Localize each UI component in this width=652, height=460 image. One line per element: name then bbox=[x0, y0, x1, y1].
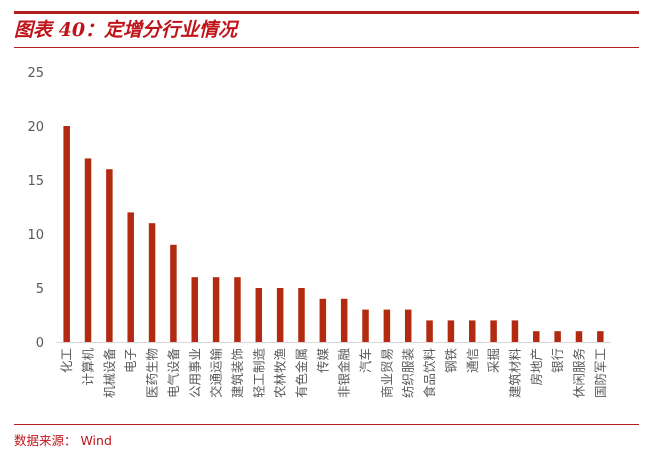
bar bbox=[234, 277, 241, 342]
bar bbox=[319, 298, 327, 342]
x-tick-label: 农林牧渔 bbox=[273, 348, 288, 398]
x-tick-label: 采掘 bbox=[486, 348, 501, 373]
x-tick-label: 汽车 bbox=[358, 348, 373, 373]
bar bbox=[255, 288, 263, 342]
bar bbox=[84, 158, 92, 342]
bar bbox=[340, 298, 348, 342]
x-tick-label: 交通运输 bbox=[209, 348, 224, 399]
chart-title: 图表 40：定增分行业情况 bbox=[14, 19, 238, 41]
x-tick-label: 非银金融 bbox=[337, 348, 352, 399]
x-tick-label: 电子 bbox=[123, 348, 138, 373]
x-tick-label: 化工 bbox=[59, 348, 74, 373]
x-tick-label: 建筑装饰 bbox=[230, 348, 245, 398]
x-tick-label: 银行 bbox=[550, 348, 565, 373]
x-tick-label: 食品饮料 bbox=[422, 348, 437, 399]
bar bbox=[426, 320, 433, 342]
x-tick-label: 建筑材料 bbox=[507, 348, 522, 399]
source-rule bbox=[14, 424, 639, 425]
bar bbox=[106, 169, 113, 342]
bar bbox=[170, 244, 177, 342]
bar bbox=[298, 288, 305, 342]
bar bbox=[127, 212, 134, 342]
x-tick-label: 计算机 bbox=[81, 348, 96, 386]
bar bbox=[362, 309, 369, 342]
x-tick-label: 传媒 bbox=[315, 348, 330, 374]
y-tick-label: 25 bbox=[27, 66, 44, 81]
x-tick-label: 房地产 bbox=[529, 348, 544, 386]
x-tick-label: 休闲服务 bbox=[571, 348, 586, 398]
y-tick-label: 10 bbox=[27, 228, 44, 243]
x-tick-label: 通信 bbox=[465, 348, 480, 373]
x-tick-label: 医药生物 bbox=[145, 348, 160, 398]
bar bbox=[276, 288, 284, 342]
bar bbox=[554, 331, 561, 342]
x-tick-label: 有色金属 bbox=[294, 348, 309, 398]
bar bbox=[383, 309, 391, 342]
x-tick-label: 轻工制造 bbox=[251, 348, 266, 399]
x-tick-label: 商业贸易 bbox=[379, 348, 394, 398]
x-tick-label: 公用事业 bbox=[187, 348, 202, 398]
y-tick-label: 15 bbox=[27, 174, 44, 189]
bar bbox=[404, 309, 412, 342]
x-tick-label: 机械设备 bbox=[102, 348, 117, 399]
bar bbox=[148, 223, 156, 342]
bar bbox=[212, 277, 220, 342]
title-top-rule bbox=[14, 11, 639, 14]
bar bbox=[597, 331, 604, 342]
bar bbox=[511, 320, 519, 342]
bar bbox=[191, 277, 198, 342]
x-tick-label: 电气设备 bbox=[166, 348, 181, 399]
y-tick-label: 0 bbox=[36, 336, 44, 351]
bar bbox=[533, 331, 540, 342]
y-tick-label: 20 bbox=[27, 120, 44, 135]
bar bbox=[447, 320, 455, 342]
bar bbox=[575, 331, 583, 342]
x-tick-label: 钢铁 bbox=[443, 348, 458, 374]
bar bbox=[469, 320, 476, 342]
x-tick-label: 国防军工 bbox=[593, 348, 608, 398]
bar bbox=[490, 320, 497, 342]
source-note: 数据来源： Wind bbox=[14, 433, 112, 448]
y-tick-label: 5 bbox=[36, 282, 44, 297]
x-tick-label: 纺织服装 bbox=[401, 348, 416, 398]
bar bbox=[63, 126, 70, 342]
title-bottom-rule bbox=[14, 47, 639, 48]
